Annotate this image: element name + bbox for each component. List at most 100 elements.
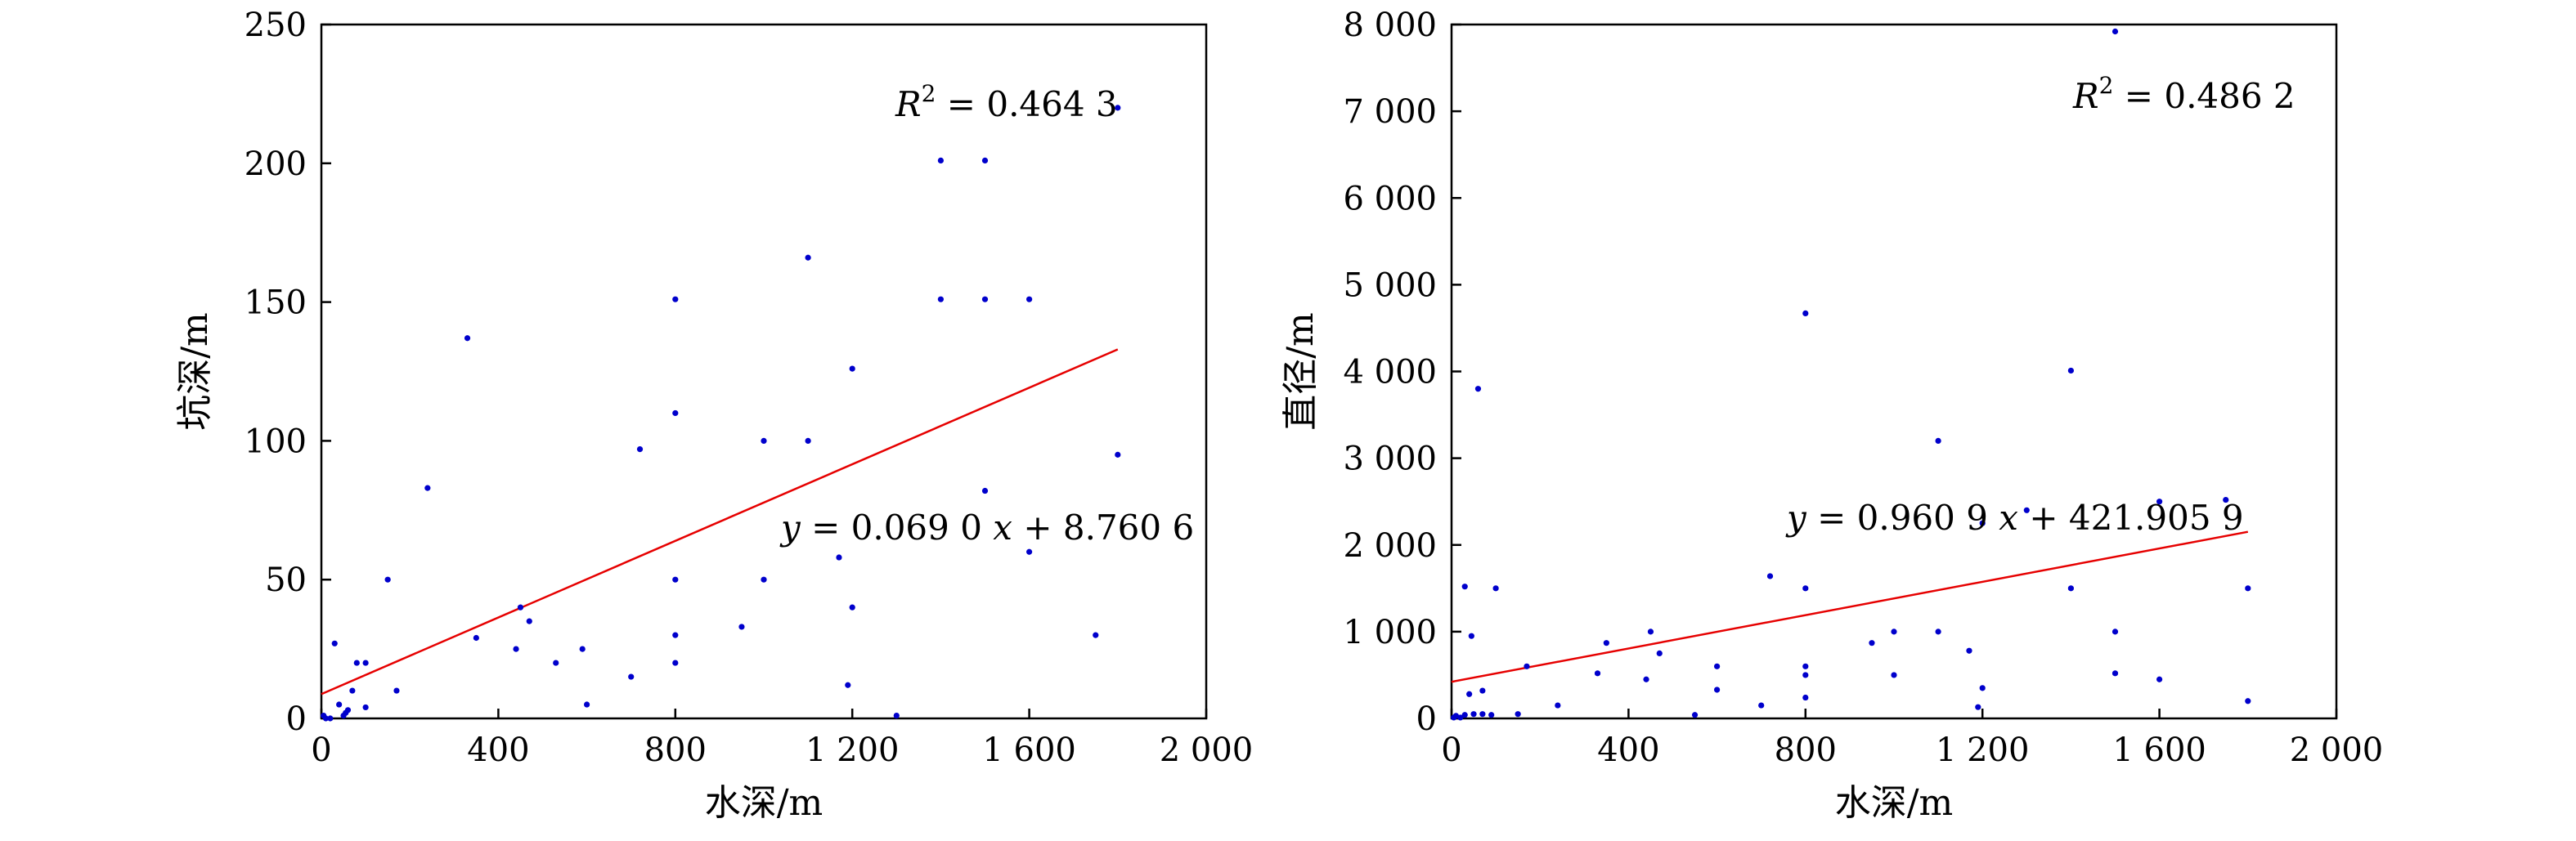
data-point [849, 365, 855, 372]
data-point [1026, 548, 1033, 555]
data-point [1975, 704, 1981, 710]
data-point [553, 660, 559, 666]
x-tick-label: 0 [311, 731, 331, 769]
data-point [2245, 698, 2251, 705]
y-tick-label: 1 000 [1343, 614, 1437, 651]
y-tick-label: 100 [245, 423, 307, 460]
y-tick-label: 6 000 [1343, 180, 1437, 217]
data-point [738, 624, 745, 630]
data-point [322, 715, 330, 722]
data-point [672, 660, 679, 666]
data-point [1802, 672, 1809, 678]
y-tick-label: 0 [286, 700, 307, 738]
data-point [327, 715, 334, 722]
y-tick-label: 8 000 [1343, 7, 1437, 44]
data-point [1452, 713, 1460, 719]
data-point [981, 296, 989, 302]
data-point [1691, 712, 1699, 718]
y-tick-label: 4 000 [1343, 354, 1437, 391]
data-point [981, 157, 989, 164]
data-point [672, 632, 679, 638]
data-point [353, 660, 360, 666]
data-point [893, 713, 900, 719]
y-tick-label: 3 000 [1343, 441, 1437, 478]
data-point [336, 701, 343, 708]
data-point [473, 634, 479, 642]
data-point [2156, 676, 2163, 682]
data-point [1802, 310, 1809, 316]
regression-line [1451, 530, 2249, 683]
data-point [1979, 520, 1986, 526]
data-point [464, 335, 471, 342]
data-point [2112, 629, 2119, 635]
data-point [1524, 663, 1530, 669]
x-tick-label: 0 [1441, 731, 1461, 769]
data-point [1515, 711, 1521, 718]
data-point [672, 296, 679, 302]
data-point [1115, 451, 1121, 458]
data-point [2245, 585, 2251, 592]
r-squared-annotation: R2 = 0.464 3 [895, 80, 1118, 124]
data-point [1935, 437, 1941, 445]
x-tick-label: 1 600 [2112, 731, 2206, 769]
data-point [1461, 584, 1468, 590]
data-point [1488, 712, 1495, 718]
y-tick-label: 200 [245, 145, 307, 183]
x-tick-label: 1 200 [806, 731, 900, 769]
data-point [761, 437, 767, 445]
regression-line [321, 348, 1119, 696]
left-panel: 0 400 800 1 200 1 600 2 000 0 50 100 150 200 250 水深/… [174, 7, 1253, 824]
data-point [1979, 685, 1986, 691]
y-tick-label: 2 000 [1343, 527, 1437, 565]
x-tick-label: 400 [1597, 731, 1659, 769]
data-point [2067, 367, 2074, 374]
data-point [393, 687, 400, 694]
data-point [2112, 670, 2119, 677]
data-point [1603, 640, 1609, 646]
y-tick-label: 150 [245, 284, 307, 322]
data-point [805, 254, 811, 261]
data-point [1466, 691, 1473, 697]
x-tick-label: 400 [467, 731, 529, 769]
data-point [849, 604, 855, 611]
data-point [2023, 507, 2030, 513]
data-point [579, 646, 586, 652]
data-point [1093, 632, 1099, 638]
data-point [526, 618, 532, 624]
x-axis-label: 水深/m [705, 782, 824, 824]
y-axis-label: 直径/m [1280, 312, 1322, 431]
data-point [2112, 28, 2119, 35]
data-point [584, 701, 590, 708]
data-point [1758, 702, 1765, 709]
data-point [384, 576, 391, 583]
data-point [805, 437, 811, 445]
data-point [331, 640, 338, 646]
data-point [937, 296, 944, 302]
data-point [1115, 105, 1121, 111]
regression-equation: y = 0.069 0 x + 8.760 6 [779, 508, 1194, 548]
data-point [1647, 629, 1654, 635]
data-point [362, 660, 369, 666]
x-tick-label: 800 [1775, 731, 1837, 769]
data-point [517, 604, 524, 611]
regression-equation: y = 0.960 9 x + 421.905 9 [1785, 498, 2244, 538]
data-point [1492, 585, 1499, 592]
data-point [1555, 702, 1561, 709]
data-point [981, 487, 989, 494]
data-point [836, 554, 842, 561]
x-tick-label: 1 200 [1936, 731, 2030, 769]
data-point [1026, 296, 1033, 302]
data-point [1457, 714, 1464, 721]
data-point [2067, 585, 2074, 592]
data-point [1966, 647, 1972, 654]
data-point [1461, 712, 1468, 718]
x-tick-label: 1 600 [982, 731, 1076, 769]
y-tick-label: 250 [245, 7, 307, 44]
y-axis-label: 坑深/m [174, 312, 216, 431]
data-point [1891, 672, 1897, 678]
r-squared-annotation: R2 = 0.486 2 [2072, 72, 2296, 116]
data-point [424, 485, 431, 491]
x-tick-label: 2 000 [2290, 731, 2384, 769]
x-axis-label: 水深/m [1835, 782, 1954, 824]
data-point [1869, 640, 1875, 646]
